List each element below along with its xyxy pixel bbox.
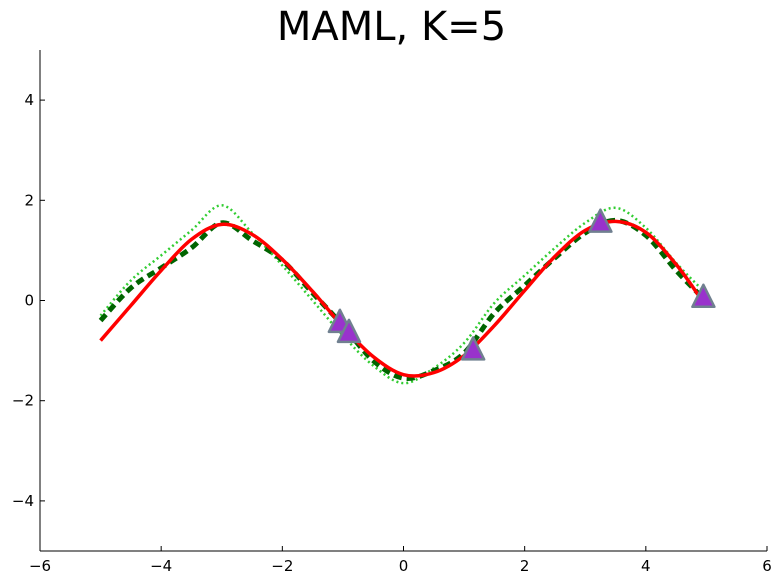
y-tick-label: 0 xyxy=(24,292,34,310)
y-tick-label: 4 xyxy=(24,91,34,109)
data-point-triangle xyxy=(336,318,362,344)
x-tick-label: 6 xyxy=(762,557,772,575)
chart-title: MAML, K=5 xyxy=(276,4,507,50)
x-tick-label: 2 xyxy=(520,557,530,575)
series-solid-line xyxy=(99,219,702,378)
x-tick-label: 0 xyxy=(399,557,409,575)
x-tick-label: 4 xyxy=(641,557,651,575)
data-point-triangle xyxy=(691,283,716,309)
y-tick-label: −4 xyxy=(12,492,34,510)
y-tick-label: −2 xyxy=(12,392,34,410)
x-tick-label: −6 xyxy=(29,557,51,575)
data-point-triangle xyxy=(460,336,486,361)
series-dashed-line xyxy=(98,217,703,381)
x-tick-label: −2 xyxy=(271,557,293,575)
x-tick-label: −4 xyxy=(150,557,172,575)
y-tick-label: 2 xyxy=(24,191,34,209)
data-point-triangle xyxy=(588,208,613,233)
